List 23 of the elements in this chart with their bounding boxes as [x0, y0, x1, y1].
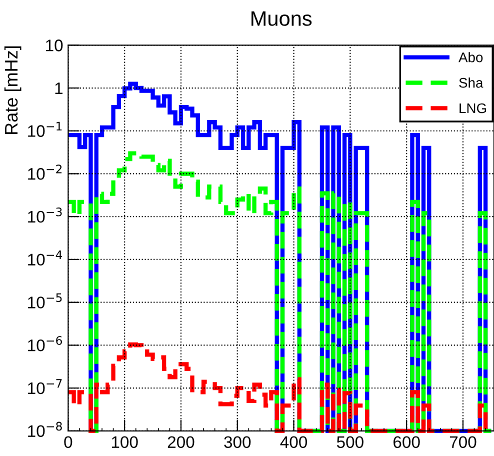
x-tick-label: 0 — [64, 436, 72, 448]
y-tick-label: 10$^{−5}$ — [28, 293, 62, 308]
y-tick-label: 10$^{−6}$ — [28, 336, 62, 352]
x-tick-label: 400 — [280, 436, 308, 448]
x-tick-label: 100 — [112, 436, 138, 448]
x-tick-label: 600 — [394, 436, 420, 448]
y-tick-label: 1 — [55, 82, 62, 94]
y-tick-label: 10 — [46, 40, 63, 52]
y-tick-label: 10$^{−2}$ — [28, 164, 62, 180]
x-tick-label: 200 — [168, 436, 194, 448]
x-tick-label: 500 — [336, 436, 364, 448]
legend-label: Abo — [458, 52, 483, 62]
y-tick-label: 10$^{−1}$ — [28, 122, 62, 137]
legend-label: LNG — [460, 103, 486, 114]
legend-label: Sha — [459, 78, 484, 88]
y-tick-label: 10$^{−4}$ — [28, 250, 62, 266]
y-axis-title: Rate [mHz] — [4, 46, 22, 134]
y-tick-label: 10$^{−8}$ — [28, 422, 62, 437]
x-tick-label: 300 — [224, 436, 251, 448]
chart-title: Muons — [252, 11, 312, 26]
y-tick-label: 10$^{−3}$ — [28, 207, 62, 223]
x-tick-label: 700 — [450, 436, 476, 448]
y-tick-label: 10$^{−7}$ — [28, 379, 62, 394]
